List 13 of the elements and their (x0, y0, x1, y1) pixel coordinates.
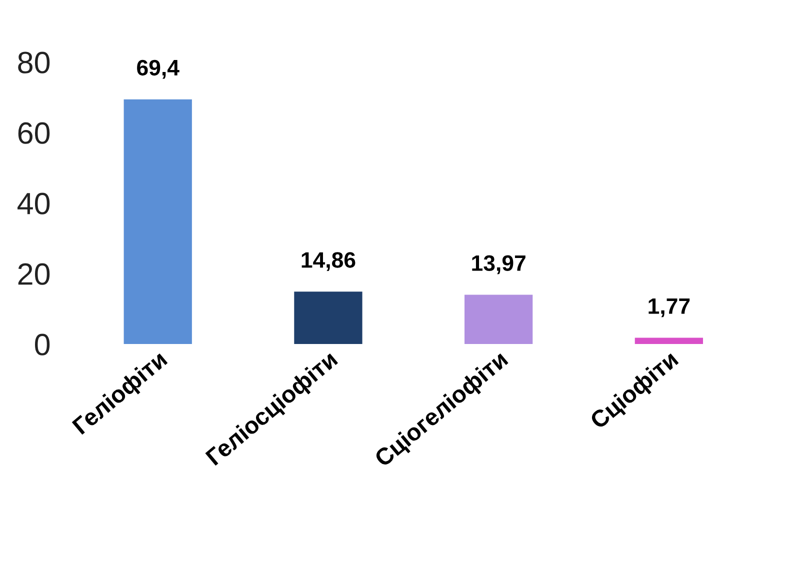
data-label: 1,77 (648, 298, 690, 318)
data-label: 13,97 (472, 255, 526, 274)
data-label: 14,86 (302, 252, 356, 272)
y-tick-label: 80 (18, 52, 50, 74)
bar (124, 99, 192, 344)
bar (464, 294, 533, 344)
bar (634, 338, 704, 344)
y-tick-label: 60 (18, 122, 50, 144)
y-tick-label: 40 (18, 192, 50, 214)
data-label: 69,4 (137, 60, 180, 79)
y-tick-label: 20 (18, 263, 50, 285)
y-tick-label: 0 (34, 334, 50, 356)
bar (294, 292, 362, 344)
